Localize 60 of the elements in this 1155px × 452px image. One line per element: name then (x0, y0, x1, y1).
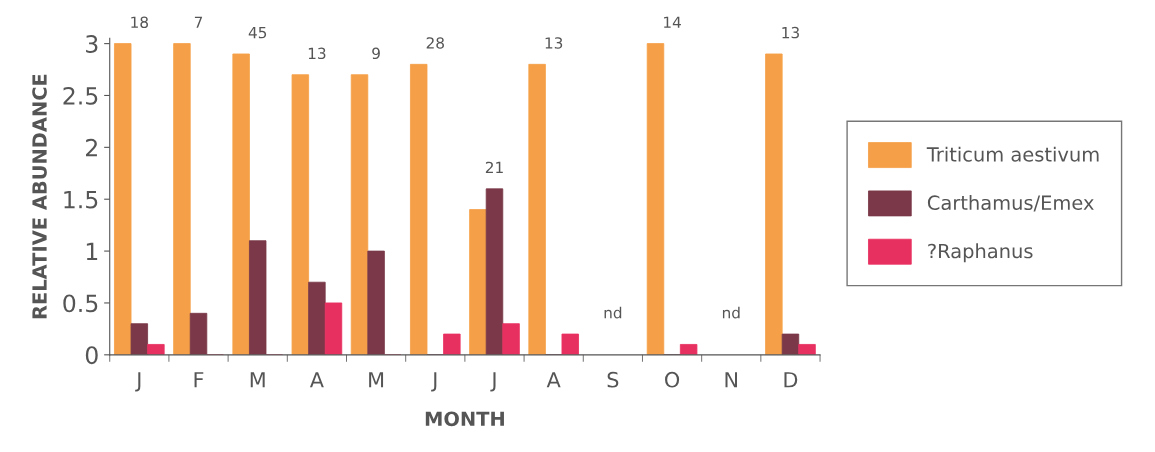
annotation: nd (604, 306, 622, 319)
bar (469, 209, 487, 355)
x-tick-label: F (194, 372, 204, 388)
legend-label: Triticum aestivum (926, 146, 1099, 162)
x-tick-label: M (250, 372, 265, 388)
text: 45 (248, 27, 267, 39)
y-tick-label: 3 (86, 35, 98, 53)
bar (114, 43, 132, 355)
x-tick-label: N (725, 372, 737, 388)
bar (443, 333, 461, 355)
y-tick-label: 1 (86, 242, 98, 261)
bar (308, 281, 326, 355)
bar (502, 323, 520, 355)
text: 18 (131, 16, 148, 28)
bar (679, 344, 698, 355)
bar (781, 333, 800, 355)
bar (367, 250, 385, 355)
bar (324, 302, 343, 355)
bar (765, 53, 783, 355)
x-tick-label: O (665, 371, 680, 388)
bar (249, 240, 267, 355)
bar (189, 312, 208, 355)
annotation: 28 (426, 37, 444, 49)
y-tick-label: 0.5 (63, 294, 98, 313)
x-tick-label: J (431, 372, 437, 392)
x-axis-title: MONTH (425, 411, 504, 427)
x-tick-label: M (369, 372, 384, 388)
bar (528, 63, 546, 355)
bar (130, 323, 149, 355)
text: 7 (194, 16, 203, 28)
bar (232, 53, 250, 355)
bar (646, 43, 665, 355)
bar (410, 63, 428, 355)
legend-label: ?Raphanus (928, 243, 1033, 263)
y-tick-label: 2.5 (63, 86, 98, 105)
bar (798, 344, 816, 355)
bar (291, 74, 310, 355)
annotation: 13 (308, 47, 326, 60)
annotation: nd (722, 306, 740, 319)
bar (485, 188, 504, 355)
annotation: 21 (485, 161, 503, 174)
bar (173, 43, 191, 355)
y-tick-label: 0 (85, 346, 98, 365)
x-tick-label: S (607, 371, 619, 388)
x-tick-label: A (546, 372, 561, 388)
bar (147, 344, 165, 355)
y-tick-label: 2 (86, 138, 97, 157)
text: 13 (782, 26, 799, 39)
y-tick-label: 1.5 (64, 190, 98, 209)
bar (350, 74, 369, 355)
annotation: 9 (372, 47, 380, 60)
x-tick-label: J (135, 372, 141, 392)
text: 14 (664, 16, 681, 28)
x-tick-label: J (490, 372, 496, 392)
x-tick-label: A (309, 372, 324, 388)
annotation: 13 (545, 37, 563, 49)
x-tick-label: D (784, 372, 798, 388)
bar (561, 333, 579, 355)
legend-label: Carthamus/Emex (927, 194, 1094, 212)
y-axis-title: RELATIVE ABUNDANCE (32, 74, 47, 319)
